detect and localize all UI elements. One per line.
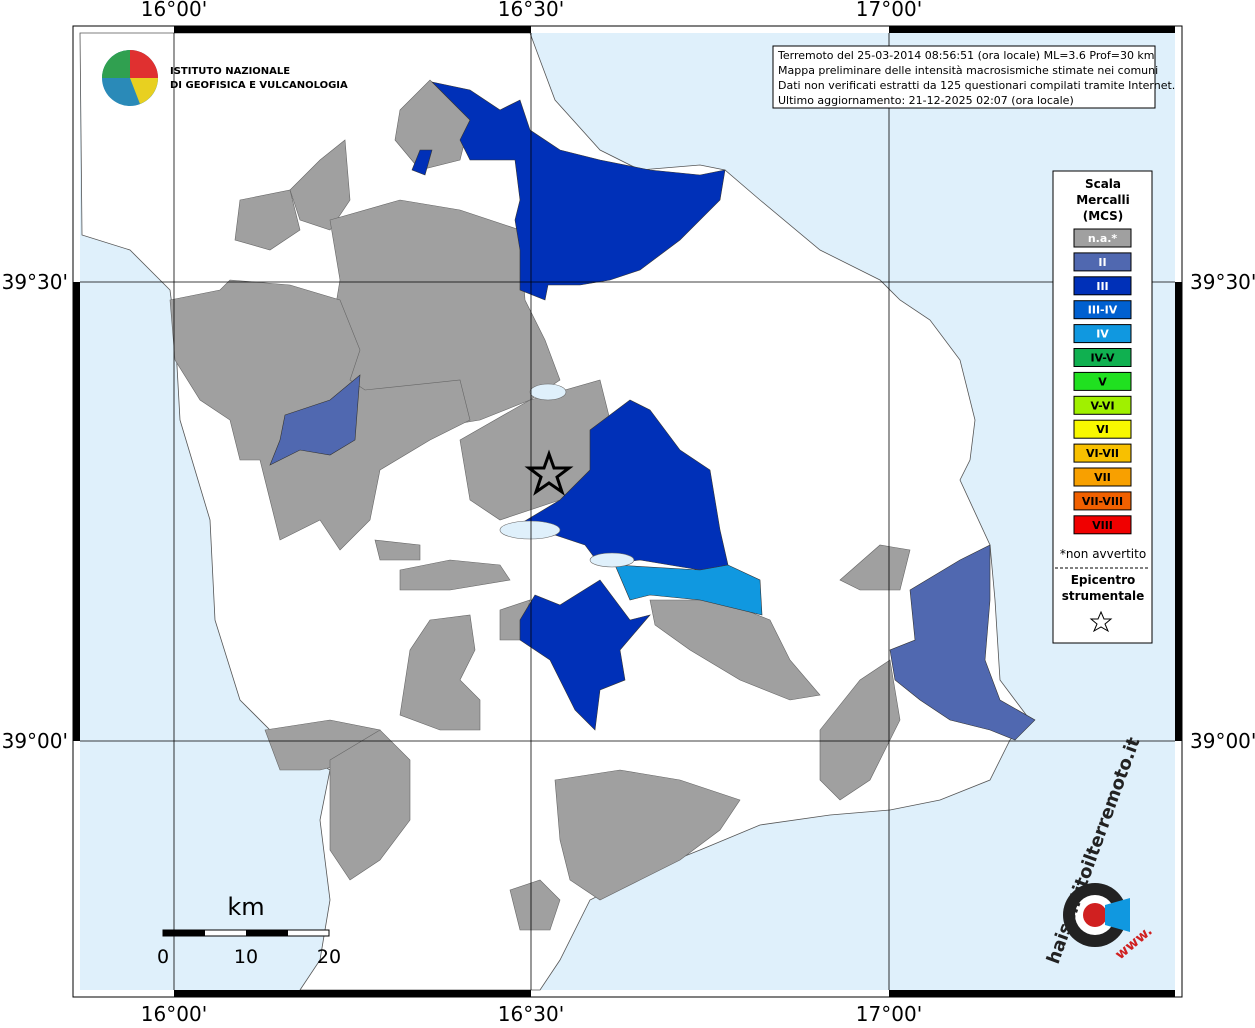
lon-label: 16°30' — [498, 0, 564, 21]
legend-swatch — [1073, 252, 1132, 272]
lat-label: 39°30' — [1190, 270, 1255, 294]
legend-label: IV — [1096, 328, 1109, 341]
scale-tick: 0 — [157, 946, 169, 968]
scale-tick: 10 — [234, 946, 258, 968]
legend-label: IV-V — [1090, 352, 1115, 365]
info-line: Mappa preliminare delle intensità macros… — [778, 64, 1158, 77]
legend-swatch — [1073, 228, 1132, 248]
ingv-logo: ISTITUTO NAZIONALE DI GEOFISICA E VULCAN… — [102, 50, 348, 106]
legend-label: V — [1098, 375, 1107, 388]
legend-swatch — [1073, 276, 1132, 296]
legend-swatch — [1073, 443, 1132, 463]
institute-line: ISTITUTO NAZIONALE — [170, 66, 290, 77]
legend-title: Mercalli — [1076, 193, 1130, 207]
scale-unit: km — [227, 893, 264, 921]
scale-tick: 20 — [317, 946, 341, 968]
frame-stripes — [73, 26, 1182, 997]
legend-label: VI-VII — [1086, 447, 1119, 460]
legend-swatch — [1073, 419, 1132, 439]
scale-bar: km 0 10 20 — [157, 893, 341, 968]
lon-label: 16°30' — [498, 1002, 564, 1024]
legend-title: Scala — [1085, 177, 1121, 191]
grey-municipalities — [169, 79, 911, 931]
legend-epicenter: strumentale — [1062, 589, 1145, 603]
legend-label: VIII — [1092, 519, 1113, 532]
info-line: Ultimo aggiornamento: 21-12-2025 02:07 (… — [778, 94, 1074, 107]
lat-label: 39°00' — [1190, 729, 1255, 753]
legend-note: *non avvertito — [1060, 547, 1146, 561]
legend-swatch — [1073, 324, 1132, 344]
graticule — [80, 33, 1175, 990]
legend-swatch — [1073, 371, 1132, 391]
legend-title: (MCS) — [1083, 209, 1124, 223]
info-line: Dati non verificati estratti da 125 ques… — [778, 79, 1175, 92]
legend-label: n.a.* — [1088, 232, 1118, 245]
legend-swatch — [1073, 491, 1132, 511]
lon-label: 16°00' — [141, 1002, 207, 1024]
info-line: Terremoto del 25-03-2014 08:56:51 (ora l… — [777, 49, 1155, 62]
legend-label: VI — [1096, 423, 1109, 436]
institute-line: DI GEOFISICA E VULCANOLOGIA — [170, 80, 348, 91]
legend-epicenter: Epicentro — [1071, 573, 1136, 587]
legend-swatch — [1073, 300, 1132, 320]
legend-label: VII — [1094, 471, 1111, 484]
intensity-areas — [269, 81, 1036, 741]
legend-swatch — [1073, 515, 1132, 535]
legend: Scala Mercalli (MCS) *non avvertito Epic… — [1052, 170, 1153, 644]
lon-label: 16°00' — [141, 0, 207, 21]
lon-label: 17°00' — [856, 0, 922, 21]
info-box: Terremoto del 25-03-2014 08:56:51 (ora l… — [772, 45, 1175, 109]
legend-swatch — [1073, 348, 1132, 367]
lat-label: 39°00' — [2, 729, 68, 753]
lakes — [499, 383, 635, 568]
lat-label: 39°30' — [2, 270, 68, 294]
legend-swatch — [1073, 395, 1132, 415]
legend-label: V-VI — [1090, 399, 1114, 412]
legend-swatch — [1073, 467, 1132, 487]
epicenter — [524, 449, 574, 496]
lon-label: 17°00' — [856, 1002, 922, 1024]
legend-label: VII-VIII — [1082, 495, 1123, 508]
legend-label: II — [1098, 256, 1106, 269]
legend-label: III-IV — [1088, 304, 1118, 317]
legend-label: III — [1096, 280, 1108, 293]
